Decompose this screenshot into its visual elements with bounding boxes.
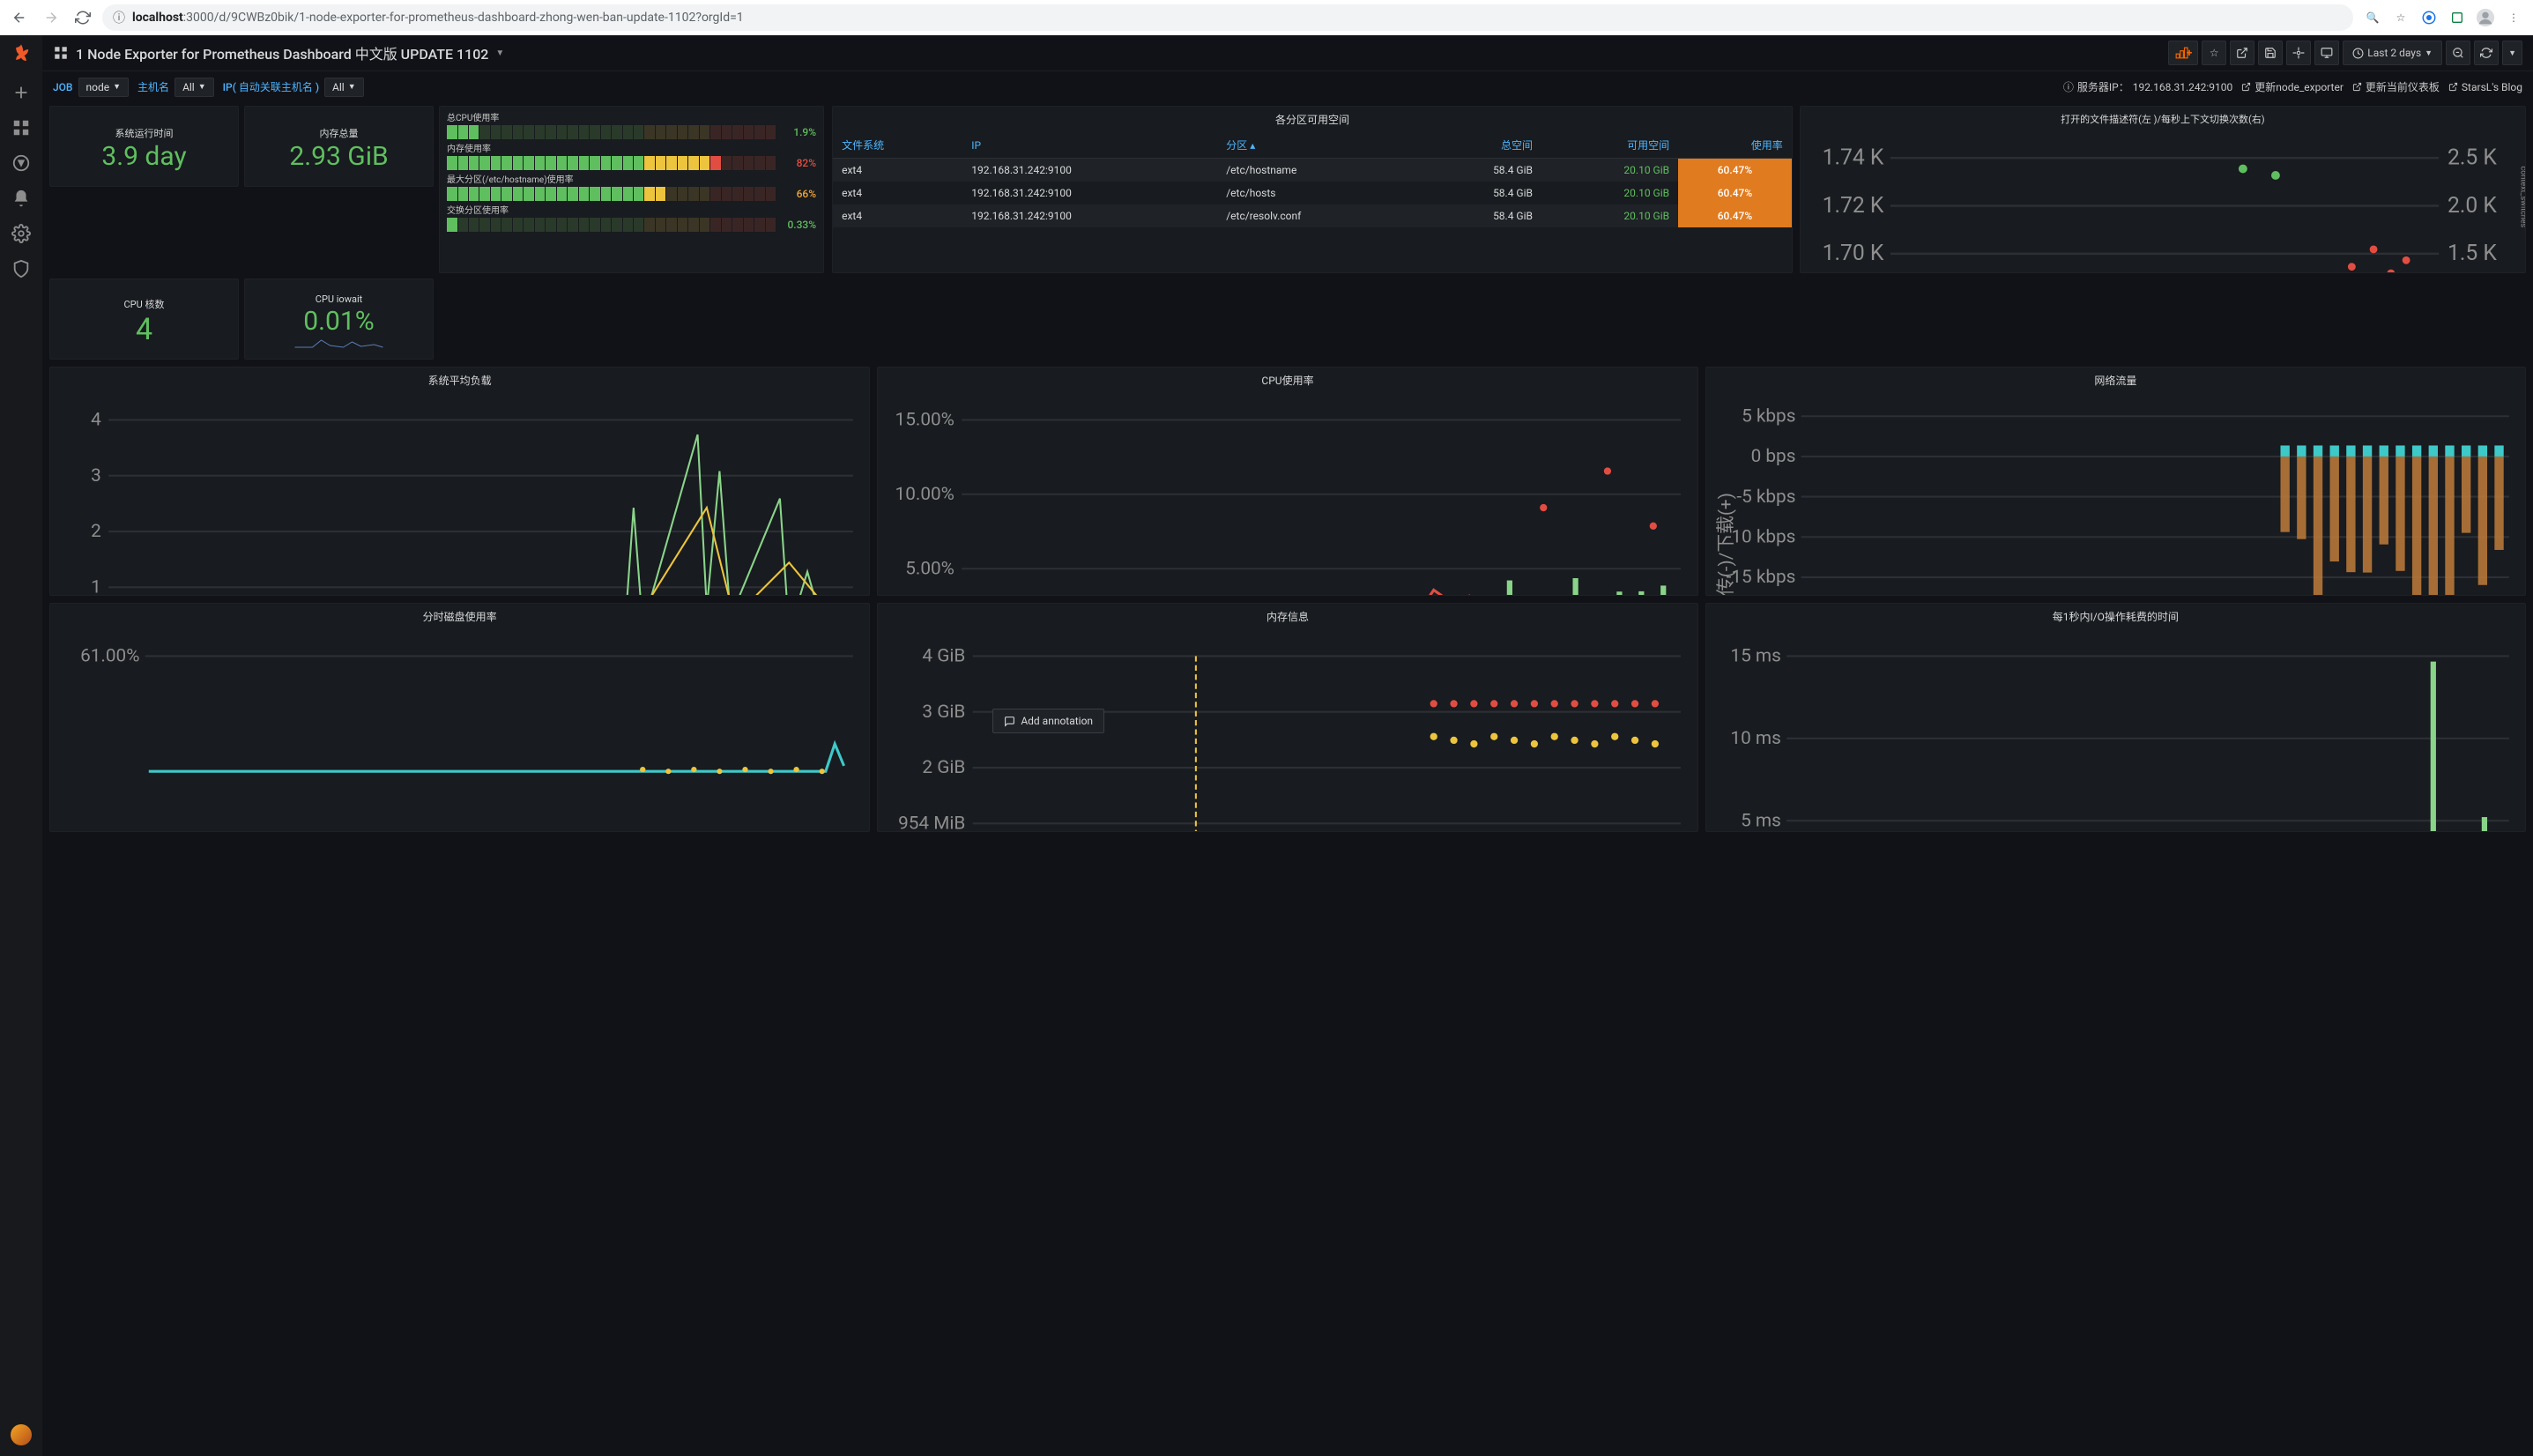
svg-text:2: 2 <box>91 521 101 542</box>
svg-text:4: 4 <box>91 410 101 431</box>
reload-button[interactable] <box>71 5 95 30</box>
svg-text:10.00%: 10.00% <box>895 484 955 505</box>
panel-cpu[interactable]: CPU使用率 15.00%10.00%5.00%0%1/18 08:001/18… <box>877 367 1697 596</box>
panel-disk-use[interactable]: 分时磁盘使用率 61.00%60.00%1/18 08:001/18 16:00… <box>49 603 870 832</box>
link-server-ip[interactable]: ⓘ服务器IP：192.168.31.242:9100 <box>2063 79 2232 94</box>
forward-button[interactable] <box>39 5 63 30</box>
side-plus-icon[interactable] <box>11 83 31 102</box>
browser-chrome: ⓘ localhost:3000/d/9CWBz0bik/1-node-expo… <box>0 0 2533 35</box>
dashboard-title[interactable]: 1 Node Exporter for Prometheus Dashboard… <box>76 42 488 63</box>
user-avatar[interactable] <box>11 1424 32 1445</box>
menu-icon[interactable]: ⋮ <box>2501 5 2526 30</box>
refresh-button[interactable] <box>2474 41 2499 65</box>
svg-text:2 GiB: 2 GiB <box>923 757 966 778</box>
var-ip-label: IP( 自动关联主机名 ) <box>223 79 319 94</box>
link-update-dash[interactable]: 更新当前仪表板 <box>2352 79 2440 94</box>
svg-text:15 ms: 15 ms <box>1730 646 1780 667</box>
site-info-icon[interactable]: ⓘ <box>113 9 125 26</box>
sparkline <box>245 337 433 349</box>
side-config-icon[interactable] <box>11 224 31 243</box>
side-alert-icon[interactable] <box>11 189 31 208</box>
refresh-dropdown[interactable]: ▼ <box>2502 41 2522 65</box>
load-chart: 432101/18 08:001/18 16:001/19 00:001/19 … <box>57 397 862 596</box>
star-button[interactable]: ☆ <box>2202 41 2226 65</box>
extension-icon[interactable] <box>2417 5 2441 30</box>
svg-text:954 MiB: 954 MiB <box>898 813 965 832</box>
panel-mem-total[interactable]: 内存总量 2.93 GiB <box>244 106 434 187</box>
svg-text:5 kbps: 5 kbps <box>1742 405 1795 427</box>
extension2-icon[interactable] <box>2445 5 2470 30</box>
svg-text:1.72 K: 1.72 K <box>1822 193 1883 219</box>
var-host-select[interactable]: All▼ <box>175 78 214 97</box>
back-button[interactable] <box>7 5 32 30</box>
var-job-select[interactable]: node▼ <box>78 78 130 97</box>
panel-gauges[interactable]: 总CPU使用率1.9%内存使用率82%最大分区(/etc/hostname)使用… <box>439 106 824 273</box>
side-dashboards-icon[interactable] <box>11 118 31 137</box>
side-shield-icon[interactable] <box>11 259 31 279</box>
add-panel-button[interactable]: + <box>2168 41 2199 65</box>
svg-text:5.00%: 5.00% <box>906 558 955 579</box>
panel-fd-switches[interactable]: 打开的文件描述符(左 )/每秒上下文切换次数(右) 1.74 K1.72 K1.… <box>1800 106 2526 273</box>
var-host-label: 主机名 <box>137 79 169 94</box>
svg-text:3: 3 <box>91 465 101 487</box>
panel-cpu-iowait[interactable]: CPU iowait 0.01% <box>244 279 434 360</box>
svg-text:2.0 K: 2.0 K <box>2448 193 2497 219</box>
url-text: localhost:3000/d/9CWBz0bik/1-node-export… <box>132 11 744 25</box>
disk-table: 文件系统IP分区 ▴总空间可用空间使用率ext4192.168.31.242:9… <box>833 132 1792 227</box>
svg-text:1: 1 <box>91 577 101 596</box>
time-range-button[interactable]: Last 2 days▼ <box>2343 41 2442 65</box>
fd-chart: 1.74 K1.72 K1.70 K1.68 K1.66 K2.5 K2.0 K… <box>1808 135 2504 273</box>
grafana-sidebar <box>0 35 42 1456</box>
panel-io[interactable]: 每1秒内I/O操作耗费的时间 15 ms10 ms5 ms0 ns1/18 08… <box>1705 603 2526 832</box>
share-button[interactable] <box>2230 41 2254 65</box>
svg-text:3 GiB: 3 GiB <box>923 702 966 723</box>
panel-load[interactable]: 系统平均负载 432101/18 08:001/18 16:001/19 00:… <box>49 367 870 596</box>
svg-text:1.70 K: 1.70 K <box>1822 241 1883 266</box>
var-ip-select[interactable]: All▼ <box>324 78 364 97</box>
svg-text:1.74 K: 1.74 K <box>1822 145 1883 171</box>
zoom-out-button[interactable] <box>2446 41 2470 65</box>
settings-button[interactable] <box>2286 41 2311 65</box>
zoom-icon[interactable]: 🔍 <box>2360 5 2385 30</box>
profile-icon[interactable] <box>2473 5 2498 30</box>
svg-text:1.5 K: 1.5 K <box>2448 241 2497 266</box>
add-annotation-tooltip[interactable]: Add annotation <box>992 709 1104 733</box>
save-button[interactable] <box>2258 41 2283 65</box>
side-explore-icon[interactable] <box>11 153 31 173</box>
svg-text:2.5 K: 2.5 K <box>2448 145 2497 171</box>
io-chart: 15 ms10 ms5 ms0 ns1/18 08:001/18 16:001/… <box>1713 633 2518 832</box>
variable-bar: JOB node▼ 主机名 All▼ IP( 自动关联主机名 ) All▼ ⓘ服务器I… <box>42 71 2533 102</box>
svg-text:61.00%: 61.00% <box>80 646 139 667</box>
dashboard-icon[interactable] <box>53 45 69 61</box>
panel-cpu-cores[interactable]: CPU 核数 4 <box>49 279 239 360</box>
link-update-exporter[interactable]: 更新node_exporter <box>2241 79 2344 94</box>
svg-text:0 bps: 0 bps <box>1750 446 1795 467</box>
title-caret-icon[interactable]: ▼ <box>495 48 504 58</box>
url-bar[interactable]: ⓘ localhost:3000/d/9CWBz0bik/1-node-expo… <box>102 4 2353 31</box>
grafana-logo[interactable] <box>9 42 33 67</box>
link-blog[interactable]: StarsL's Blog <box>2448 81 2522 93</box>
svg-text:上传(-)/下载(+): 上传(-)/下载(+) <box>1715 493 1736 596</box>
svg-text:10 ms: 10 ms <box>1730 728 1780 749</box>
panel-net[interactable]: 网络流量 5 kbps0 bps-5 kbps-10 kbps-15 kbps-… <box>1705 367 2526 596</box>
svg-text:5 ms: 5 ms <box>1741 810 1781 831</box>
panel-uptime[interactable]: 系统运行时间 3.9 day <box>49 106 239 187</box>
net-chart: 5 kbps0 bps-5 kbps-10 kbps-15 kbps-20 kb… <box>1713 397 2518 596</box>
svg-text:4 GiB: 4 GiB <box>923 646 966 667</box>
diskuse-chart: 61.00%60.00%1/18 08:001/18 16:001/19 00:… <box>57 633 862 832</box>
panel-disk-space[interactable]: 各分区可用空间 文件系统IP分区 ▴总空间可用空间使用率ext4192.168.… <box>832 106 1793 273</box>
var-job-label: JOB <box>53 81 73 93</box>
svg-text:15.00%: 15.00% <box>895 410 955 431</box>
svg-text:-5 kbps: -5 kbps <box>1736 487 1795 508</box>
tv-button[interactable] <box>2314 41 2339 65</box>
panel-meminfo[interactable]: 内存信息 4 GiB3 GiB2 GiB954 MiB0 B1/18 08:00… <box>877 603 1697 832</box>
star-icon[interactable]: ☆ <box>2388 5 2413 30</box>
dashboard-topbar: 1 Node Exporter for Prometheus Dashboard… <box>42 35 2533 71</box>
cpu-chart: 15.00%10.00%5.00%0%1/18 08:001/18 16:001… <box>885 397 1690 596</box>
